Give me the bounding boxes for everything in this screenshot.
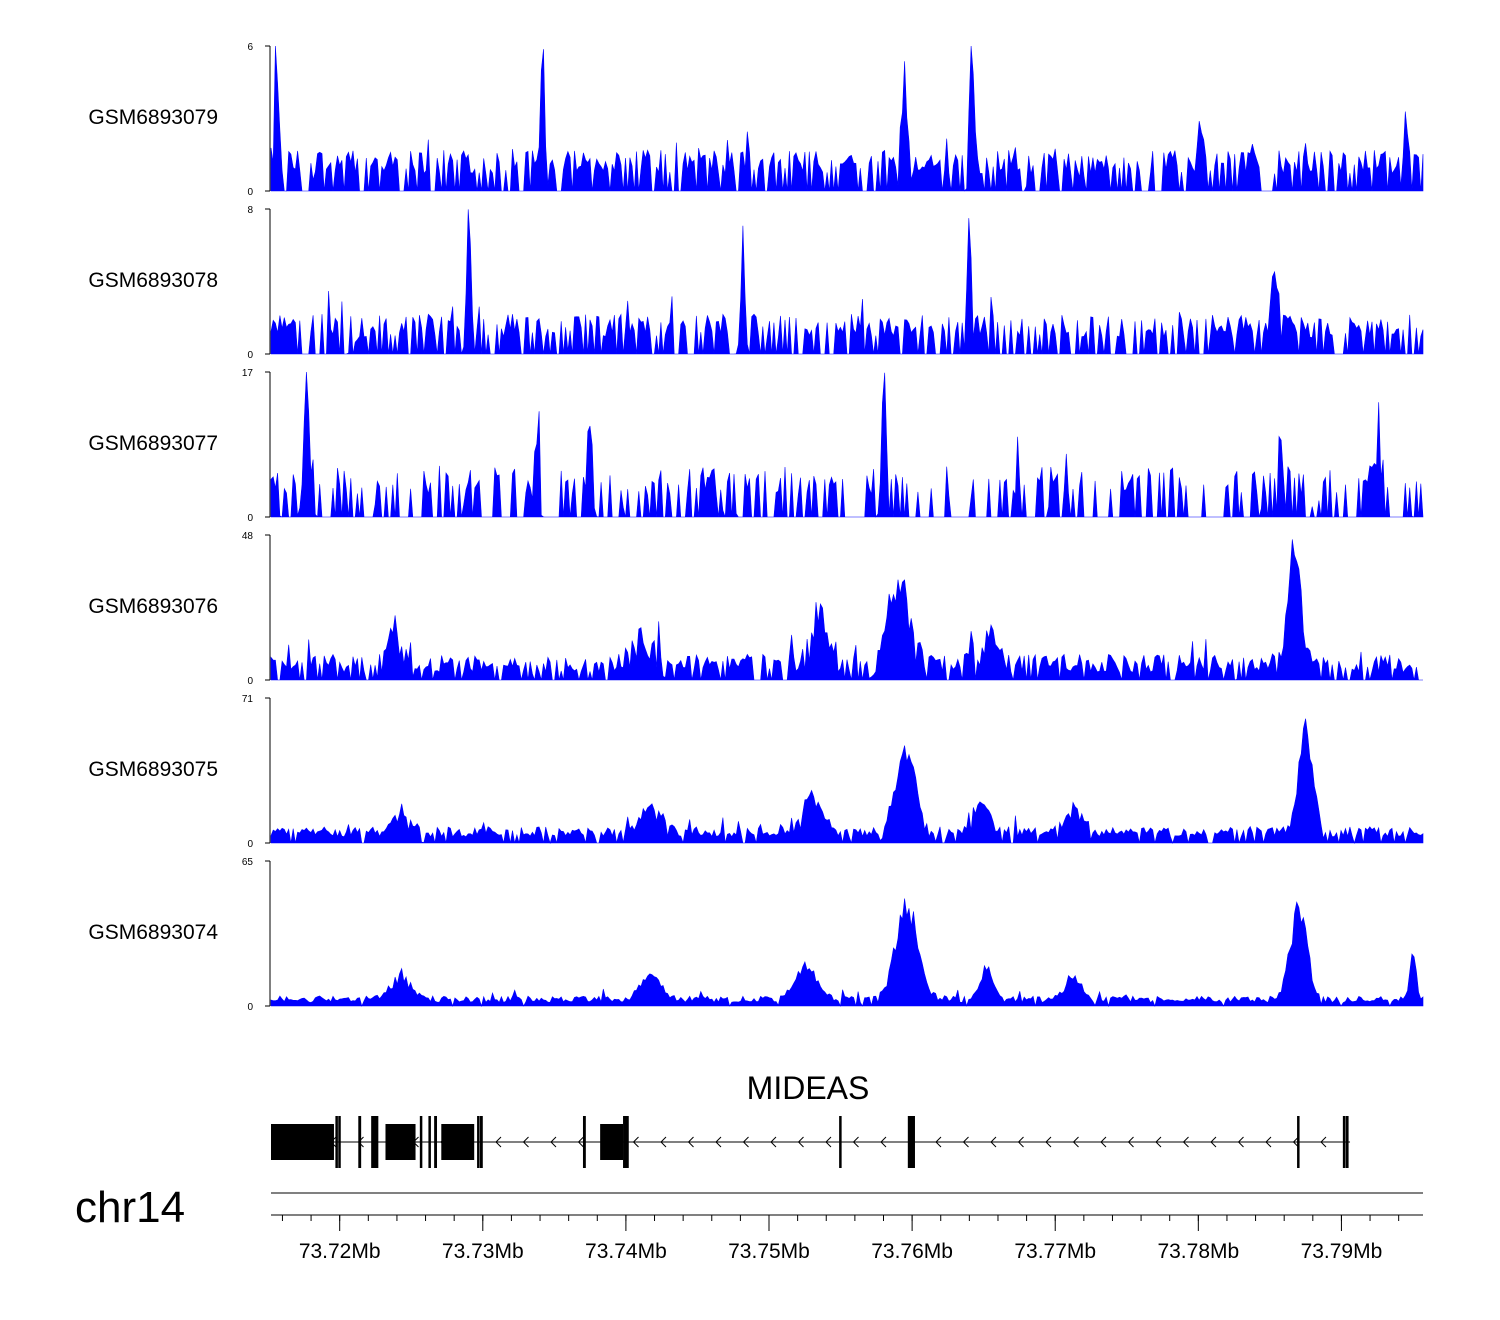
gene-exon <box>371 1116 379 1168</box>
gene-exon <box>1345 1116 1349 1168</box>
coverage-track: GSM6893074 65 0 <box>88 857 1424 1013</box>
chromosome-label: chr14 <box>75 1183 185 1232</box>
x-tick-label: 73.76Mb <box>871 1240 953 1263</box>
gene-exon <box>271 1124 334 1160</box>
gene-exon <box>907 1116 915 1168</box>
y-max-label: 48 <box>242 531 254 542</box>
gene-exon <box>623 1116 629 1168</box>
strand-arrow <box>522 1136 529 1148</box>
gene-exon <box>338 1116 341 1168</box>
gene-exon <box>434 1116 438 1168</box>
track-label: GSM6893075 <box>88 758 218 781</box>
coverage-track: GSM6893077 17 0 <box>88 368 1424 524</box>
track-label: GSM6893076 <box>88 595 218 618</box>
gene-track: MIDEAS <box>271 1070 1351 1168</box>
gene-exon <box>477 1116 480 1168</box>
gene-exon <box>335 1116 338 1168</box>
gene-name: MIDEAS <box>747 1070 870 1106</box>
track-label: GSM6893079 <box>88 106 218 129</box>
x-tick-label: 73.77Mb <box>1014 1240 1096 1263</box>
y-max-label: 8 <box>247 205 253 216</box>
strand-arrow <box>1072 1136 1079 1148</box>
strand-arrow <box>825 1136 832 1148</box>
coverage-area <box>270 539 1423 681</box>
strand-arrow <box>1127 1136 1134 1148</box>
strand-arrow <box>550 1136 557 1148</box>
genome-axis: chr14 73.72Mb 73.73Mb 73.74Mb 73.75Mb 73.76M… <box>75 1183 1423 1263</box>
gene-exon <box>600 1124 624 1160</box>
strand-arrow <box>1182 1136 1189 1148</box>
gene-exon <box>839 1116 842 1168</box>
x-tick-label: 73.74Mb <box>585 1240 667 1263</box>
track-label: GSM6893077 <box>88 432 218 455</box>
strand-arrow <box>660 1136 667 1148</box>
gene-exon <box>1297 1116 1300 1168</box>
gene-exon <box>582 1116 586 1168</box>
x-tick-label: 73.73Mb <box>442 1240 524 1263</box>
y-max-label: 71 <box>242 694 254 705</box>
coverage-area <box>270 371 1424 518</box>
gene-exon <box>479 1116 483 1168</box>
x-tick-label: 73.72Mb <box>299 1240 381 1263</box>
strand-arrow <box>632 1136 639 1148</box>
coverage-area <box>270 898 1424 1008</box>
coverage-track: GSM6893078 8 0 <box>88 205 1424 361</box>
gene-exon <box>441 1124 475 1160</box>
y-min-label: 0 <box>247 513 253 524</box>
y-min-label: 0 <box>247 839 253 850</box>
strand-arrow <box>1292 1136 1299 1148</box>
strand-arrow <box>962 1136 969 1148</box>
strand-arrow <box>742 1136 749 1148</box>
coverage-area <box>270 718 1424 845</box>
gene-exon <box>428 1116 431 1168</box>
strand-arrow <box>687 1136 694 1148</box>
strand-arrow <box>495 1136 502 1148</box>
y-min-label: 0 <box>247 350 253 361</box>
y-max-label: 17 <box>242 368 254 379</box>
track-label: GSM6893074 <box>88 921 218 944</box>
strand-arrow <box>1210 1136 1217 1148</box>
strand-arrow <box>1155 1136 1162 1148</box>
x-tick-label: 73.79Mb <box>1301 1240 1383 1263</box>
gene-exon <box>385 1124 416 1160</box>
strand-arrow <box>1320 1136 1327 1148</box>
x-tick-label: 73.75Mb <box>728 1240 810 1263</box>
x-tick-label: 73.78Mb <box>1157 1240 1239 1263</box>
strand-arrow <box>1045 1136 1052 1148</box>
strand-arrow <box>1017 1136 1024 1148</box>
coverage-area <box>270 45 1424 192</box>
y-min-label: 0 <box>247 676 253 687</box>
coverage-track: GSM6893075 71 0 <box>88 694 1424 850</box>
strand-arrow <box>770 1136 777 1148</box>
strand-arrow <box>880 1136 887 1148</box>
gene-exon <box>1342 1116 1346 1168</box>
gene-exon <box>419 1116 423 1168</box>
y-min-label: 0 <box>247 187 253 198</box>
strand-arrow <box>1100 1136 1107 1148</box>
strand-arrow <box>935 1136 942 1148</box>
strand-arrow <box>1237 1136 1244 1148</box>
strand-arrow <box>990 1136 997 1148</box>
strand-arrow <box>715 1136 722 1148</box>
strand-arrow <box>797 1136 804 1148</box>
track-label: GSM6893078 <box>88 269 218 292</box>
gene-exon <box>358 1116 362 1168</box>
y-max-label: 65 <box>242 857 254 868</box>
coverage-track: GSM6893079 6 0 <box>88 42 1424 198</box>
coverage-track: GSM6893076 48 0 <box>88 531 1423 687</box>
strand-arrow <box>577 1136 584 1148</box>
y-min-label: 0 <box>247 1002 253 1013</box>
tracks-layer: GSM689307960GSM689307880GSM6893077170GSM… <box>88 42 1424 1013</box>
strand-arrow <box>852 1136 859 1148</box>
coverage-area <box>270 209 1424 355</box>
y-max-label: 6 <box>247 42 253 53</box>
strand-arrow <box>1265 1136 1272 1148</box>
